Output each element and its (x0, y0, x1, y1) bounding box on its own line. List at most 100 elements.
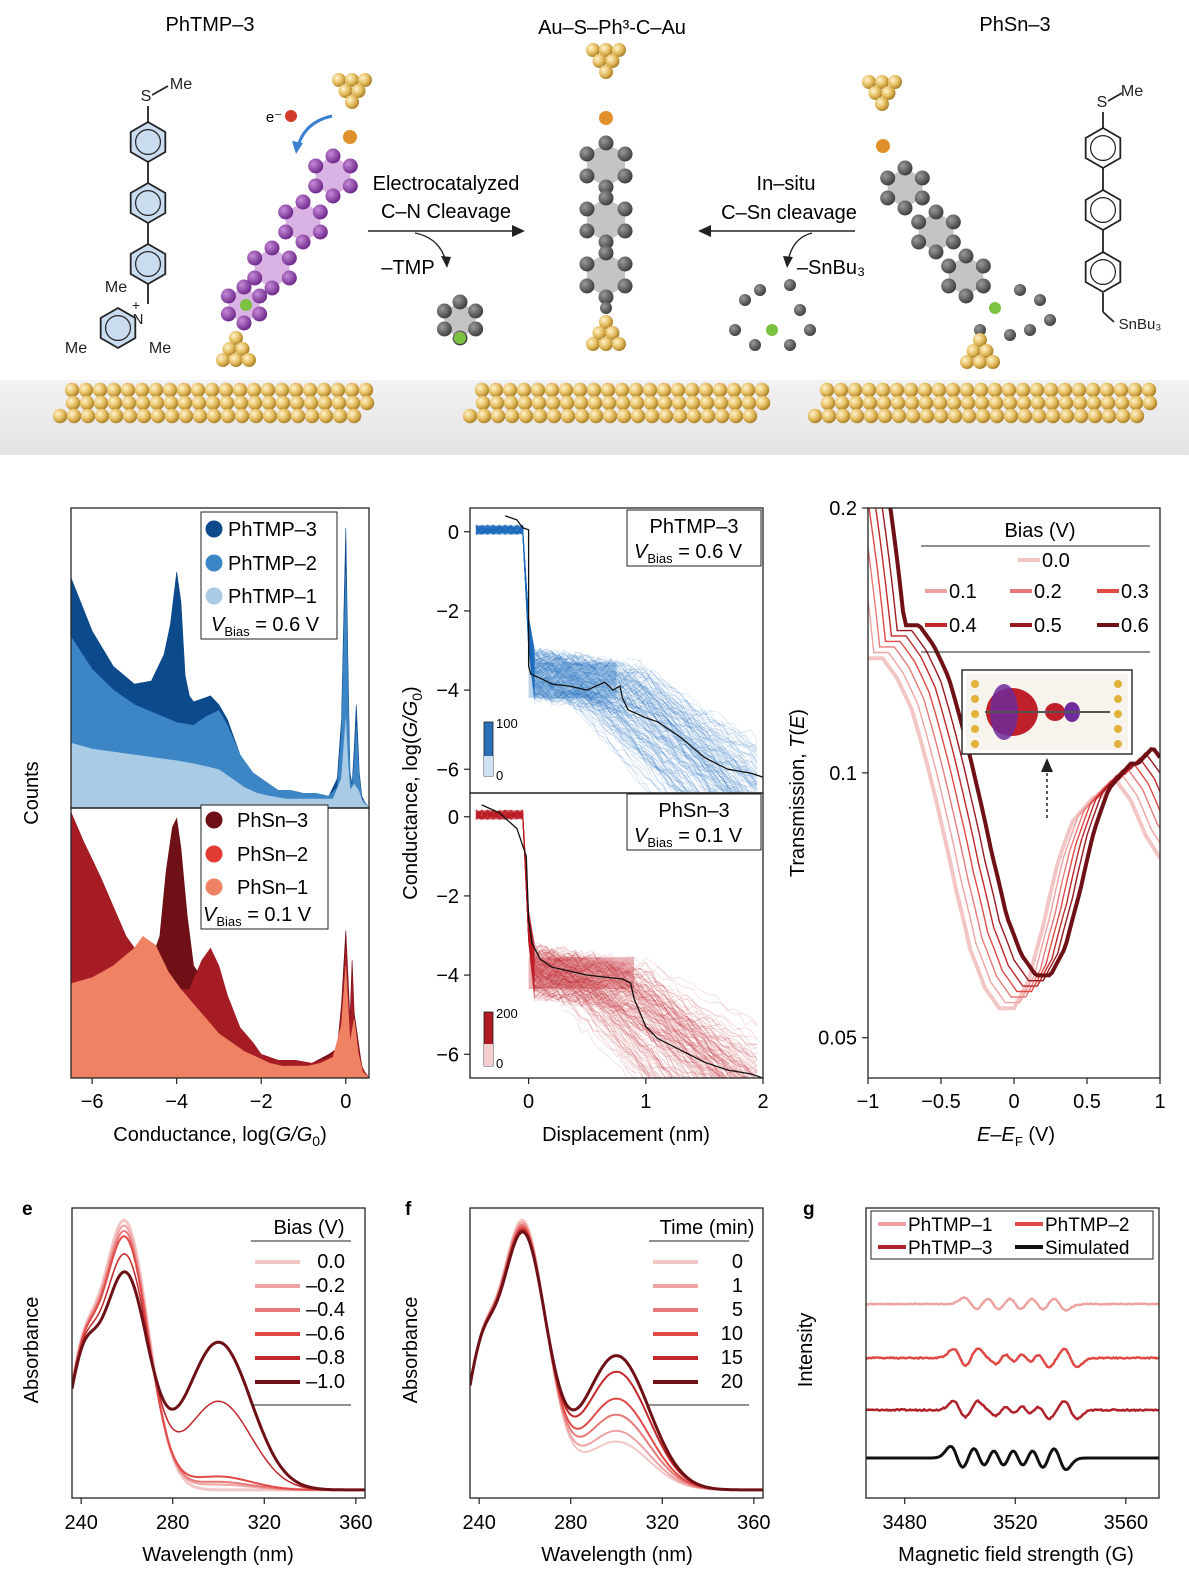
left-bottom-tip-atom (229, 331, 243, 345)
trace-density (475, 525, 758, 762)
gold-atom (699, 395, 715, 411)
gold-atom (601, 395, 617, 411)
y-tick-label: −6 (436, 1044, 459, 1066)
gold-atom (290, 408, 306, 424)
gold-atom (289, 395, 305, 411)
transmission-legend: Bias (V) 0.0 0.1 0.2 0.3 0.4 0.5 0.6 (921, 520, 1150, 653)
2d-histogram-ticks: 0 1 2 0 −2 −4 −6 0 −2 −4 −6 (436, 522, 768, 1113)
right-phenyl-ring-atom (975, 258, 991, 274)
epr-spectrum-PhTMP_1 (865, 1295, 1160, 1312)
trace-density (475, 524, 731, 793)
inset-pointer-arrowhead (1041, 758, 1053, 772)
gold-atom (219, 395, 235, 411)
gold-atom (642, 382, 658, 398)
trace-density (475, 525, 720, 793)
trace-density (475, 524, 754, 793)
absorbance-bias-frame (71, 1207, 366, 1499)
trace-density (475, 525, 731, 793)
phsn3-density-cloud (475, 804, 763, 1078)
left-phenyl-ring-atom (264, 280, 280, 296)
gold-atom (176, 382, 192, 398)
gold-atom (1127, 382, 1143, 398)
top-tip-atom (605, 54, 620, 68)
trace-density (475, 809, 627, 1078)
gold-atom (107, 395, 123, 411)
trace-density (475, 524, 758, 775)
legend-bias-phsn: VBias = 0.1 V (203, 904, 312, 929)
right-phenyl-ring-atom (897, 200, 913, 216)
gold-atom (261, 395, 277, 411)
gold-atom (821, 408, 837, 424)
trace-density (475, 526, 752, 793)
gold-atom (891, 408, 907, 424)
gold-atom (135, 395, 151, 411)
gold-atom (947, 408, 963, 424)
2d-y-label: Conductance, log(G/G0) (400, 686, 425, 899)
gold-atom (247, 395, 263, 411)
right-leaving-arrowhead (783, 256, 793, 268)
legend-label: 1 (732, 1275, 743, 1297)
trace-density (475, 810, 651, 1078)
me-label-1: Me (105, 279, 127, 296)
trace-density (475, 809, 758, 1058)
trace-density (475, 809, 655, 1078)
trace-density (475, 524, 688, 793)
trace-density (475, 810, 680, 1078)
center-phenyl-ring-atom (617, 223, 633, 239)
legend-marker-phsn2 (205, 845, 223, 863)
transmission-curve-0_6 (888, 508, 1160, 978)
trace-density (475, 811, 727, 1078)
trace-density (475, 526, 719, 793)
trace-density (475, 809, 699, 1078)
trace-density (475, 526, 714, 793)
trace-density (475, 525, 701, 793)
trace-density (475, 809, 695, 1078)
trace-density (475, 524, 701, 793)
trace-density (475, 809, 704, 1078)
gold-atom (974, 395, 990, 411)
trace-density (475, 812, 690, 1078)
histogram-top-legend: PhTMP–3 PhTMP–2 PhTMP–1 VBias = 0.6 V (200, 511, 338, 640)
trace-density (475, 810, 758, 1074)
methylene-atom (600, 302, 612, 314)
trace-density (475, 812, 681, 1078)
x-tick-label: 240 (64, 1512, 97, 1534)
gold-atom (206, 408, 222, 424)
right-bottom-tip-atom (960, 355, 974, 369)
trace-density (475, 812, 758, 1046)
legend-label: PhTMP–1 (908, 1215, 992, 1236)
legend-frame (870, 1210, 1154, 1260)
trace-density (475, 525, 758, 758)
x-tick-label: −6 (81, 1091, 104, 1113)
absorbance-time-y-label: Absorbance (400, 1297, 422, 1404)
legend-label: 0.5 (1034, 615, 1062, 637)
legend-marker-phsn1 (205, 878, 223, 896)
trace-density (475, 810, 749, 1078)
gold-atom (889, 382, 905, 398)
epr-legend: PhTMP–1 PhTMP–2 PhTMP–3 Simulated (870, 1210, 1154, 1260)
gold-atom (602, 408, 618, 424)
trace-density (475, 809, 707, 1078)
gold-atom (973, 382, 989, 398)
gold-atom (120, 382, 136, 398)
gold-atom (933, 408, 949, 424)
trace-density (475, 811, 733, 1078)
absorbance-time-ticks: 240 280 320 360 (462, 1498, 771, 1534)
trace-density (475, 811, 745, 1078)
trace-density (475, 810, 730, 1078)
x-tick-label: −2 (250, 1091, 273, 1113)
trace-density (475, 810, 672, 1078)
gold-atom (917, 382, 933, 398)
trace-density (475, 809, 685, 1078)
trace-density (475, 527, 758, 786)
left-phenyl-ring-atom (295, 234, 311, 250)
trace-density (475, 810, 668, 1078)
gold-atom (78, 382, 94, 398)
trace-density (475, 524, 685, 793)
trace-density (475, 525, 680, 793)
trace-density (475, 524, 663, 793)
gold-atom (629, 395, 645, 411)
left-tip-atom (338, 84, 353, 98)
trace-density (475, 525, 687, 793)
trace-density (475, 809, 701, 1078)
